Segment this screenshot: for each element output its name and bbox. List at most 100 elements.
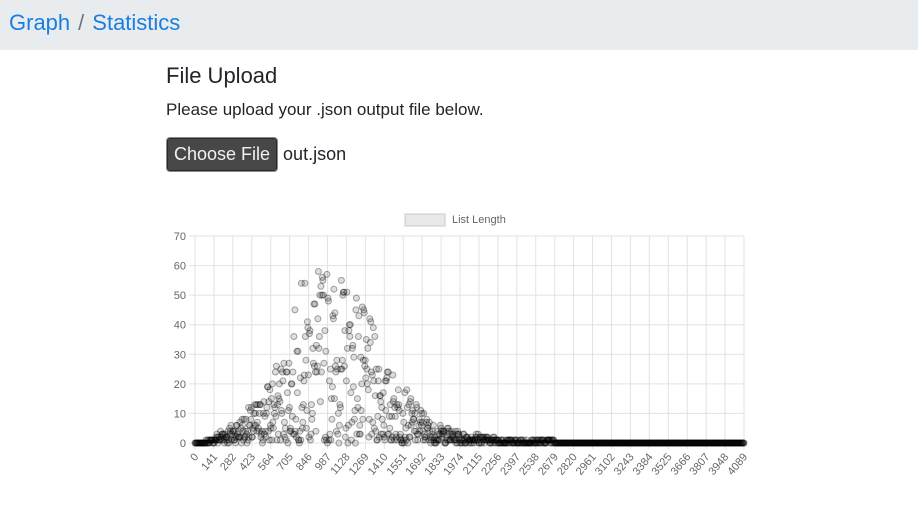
data-point bbox=[662, 439, 670, 447]
data-point bbox=[643, 439, 651, 447]
data-point bbox=[578, 439, 586, 447]
data-point bbox=[407, 395, 415, 403]
data-point bbox=[694, 439, 701, 447]
data-point bbox=[455, 436, 463, 444]
data-point bbox=[740, 439, 747, 447]
data-point bbox=[558, 439, 566, 447]
data-point bbox=[656, 439, 664, 447]
data-point bbox=[214, 433, 221, 441]
data-point bbox=[434, 436, 442, 444]
data-point bbox=[541, 439, 549, 447]
data-point bbox=[738, 439, 746, 447]
choose-file-button[interactable]: Choose File bbox=[166, 137, 279, 172]
data-point bbox=[419, 427, 427, 435]
data-point bbox=[522, 439, 530, 447]
data-point bbox=[573, 439, 581, 447]
data-point bbox=[246, 407, 254, 414]
data-point bbox=[228, 436, 235, 444]
data-point bbox=[639, 439, 647, 447]
data-point bbox=[367, 368, 375, 376]
breadcrumb-graph-link[interactable]: Graph bbox=[9, 10, 71, 35]
data-point bbox=[531, 436, 539, 444]
data-point bbox=[420, 409, 428, 417]
data-point bbox=[375, 433, 383, 441]
data-point bbox=[536, 439, 544, 447]
data-point bbox=[224, 427, 232, 435]
data-point bbox=[384, 430, 392, 438]
data-point bbox=[722, 439, 729, 447]
breadcrumb-statistics-link[interactable]: Statistics bbox=[92, 10, 181, 35]
data-point bbox=[719, 439, 727, 447]
data-point bbox=[355, 312, 363, 320]
data-point bbox=[597, 439, 605, 447]
data-point bbox=[586, 439, 594, 447]
data-point bbox=[299, 418, 307, 426]
file-input[interactable]: Choose File out.json bbox=[166, 137, 346, 172]
data-point bbox=[502, 436, 510, 444]
data-point bbox=[428, 433, 436, 441]
data-point bbox=[452, 436, 460, 444]
data-point bbox=[252, 421, 260, 429]
data-point bbox=[659, 439, 667, 447]
data-point bbox=[474, 436, 482, 444]
data-point bbox=[287, 427, 295, 435]
data-point bbox=[561, 439, 569, 447]
data-point bbox=[296, 374, 304, 382]
data-point bbox=[231, 436, 238, 444]
data-point bbox=[431, 439, 439, 447]
data-point bbox=[701, 439, 709, 447]
data-point bbox=[720, 439, 728, 447]
data-point bbox=[707, 439, 715, 447]
data-point bbox=[665, 439, 673, 447]
data-point bbox=[630, 439, 638, 447]
data-point bbox=[210, 439, 218, 447]
data-point bbox=[486, 439, 494, 447]
x-tick-label: 3102 bbox=[593, 451, 618, 477]
data-point bbox=[410, 427, 418, 435]
data-point bbox=[192, 439, 199, 447]
data-point bbox=[203, 439, 210, 447]
data-point bbox=[211, 436, 218, 444]
data-point bbox=[470, 439, 478, 447]
data-point bbox=[322, 436, 330, 444]
data-point bbox=[733, 439, 741, 447]
data-point bbox=[362, 374, 370, 382]
data-point bbox=[574, 439, 582, 447]
data-point bbox=[330, 395, 338, 403]
data-point bbox=[287, 380, 295, 388]
data-point bbox=[235, 433, 243, 441]
data-point bbox=[695, 439, 703, 447]
data-point bbox=[641, 439, 649, 447]
data-point bbox=[234, 430, 241, 438]
upload-section: File Upload Please upload your .json out… bbox=[166, 60, 484, 172]
data-point bbox=[476, 436, 484, 444]
data-point bbox=[594, 439, 602, 447]
data-point bbox=[491, 439, 499, 447]
data-point bbox=[710, 439, 718, 447]
data-point bbox=[618, 439, 626, 447]
data-point bbox=[577, 439, 585, 447]
data-point bbox=[256, 401, 264, 409]
data-point bbox=[357, 353, 365, 361]
data-point bbox=[343, 344, 351, 352]
data-point bbox=[338, 365, 346, 373]
data-point bbox=[626, 439, 634, 447]
data-point bbox=[674, 439, 682, 447]
data-point bbox=[530, 439, 538, 447]
x-tick-label: 2961 bbox=[574, 451, 599, 477]
data-point bbox=[386, 401, 394, 409]
data-point bbox=[417, 407, 425, 414]
data-point bbox=[563, 439, 571, 447]
data-point bbox=[719, 439, 726, 447]
data-point bbox=[660, 439, 668, 447]
data-point bbox=[401, 389, 409, 397]
data-point bbox=[698, 439, 705, 447]
data-point bbox=[708, 439, 715, 447]
data-point bbox=[487, 436, 495, 444]
data-point bbox=[504, 436, 512, 444]
data-point bbox=[675, 439, 683, 447]
data-point bbox=[646, 439, 654, 447]
data-point bbox=[595, 439, 603, 447]
data-point bbox=[349, 383, 357, 391]
data-point bbox=[739, 439, 746, 447]
